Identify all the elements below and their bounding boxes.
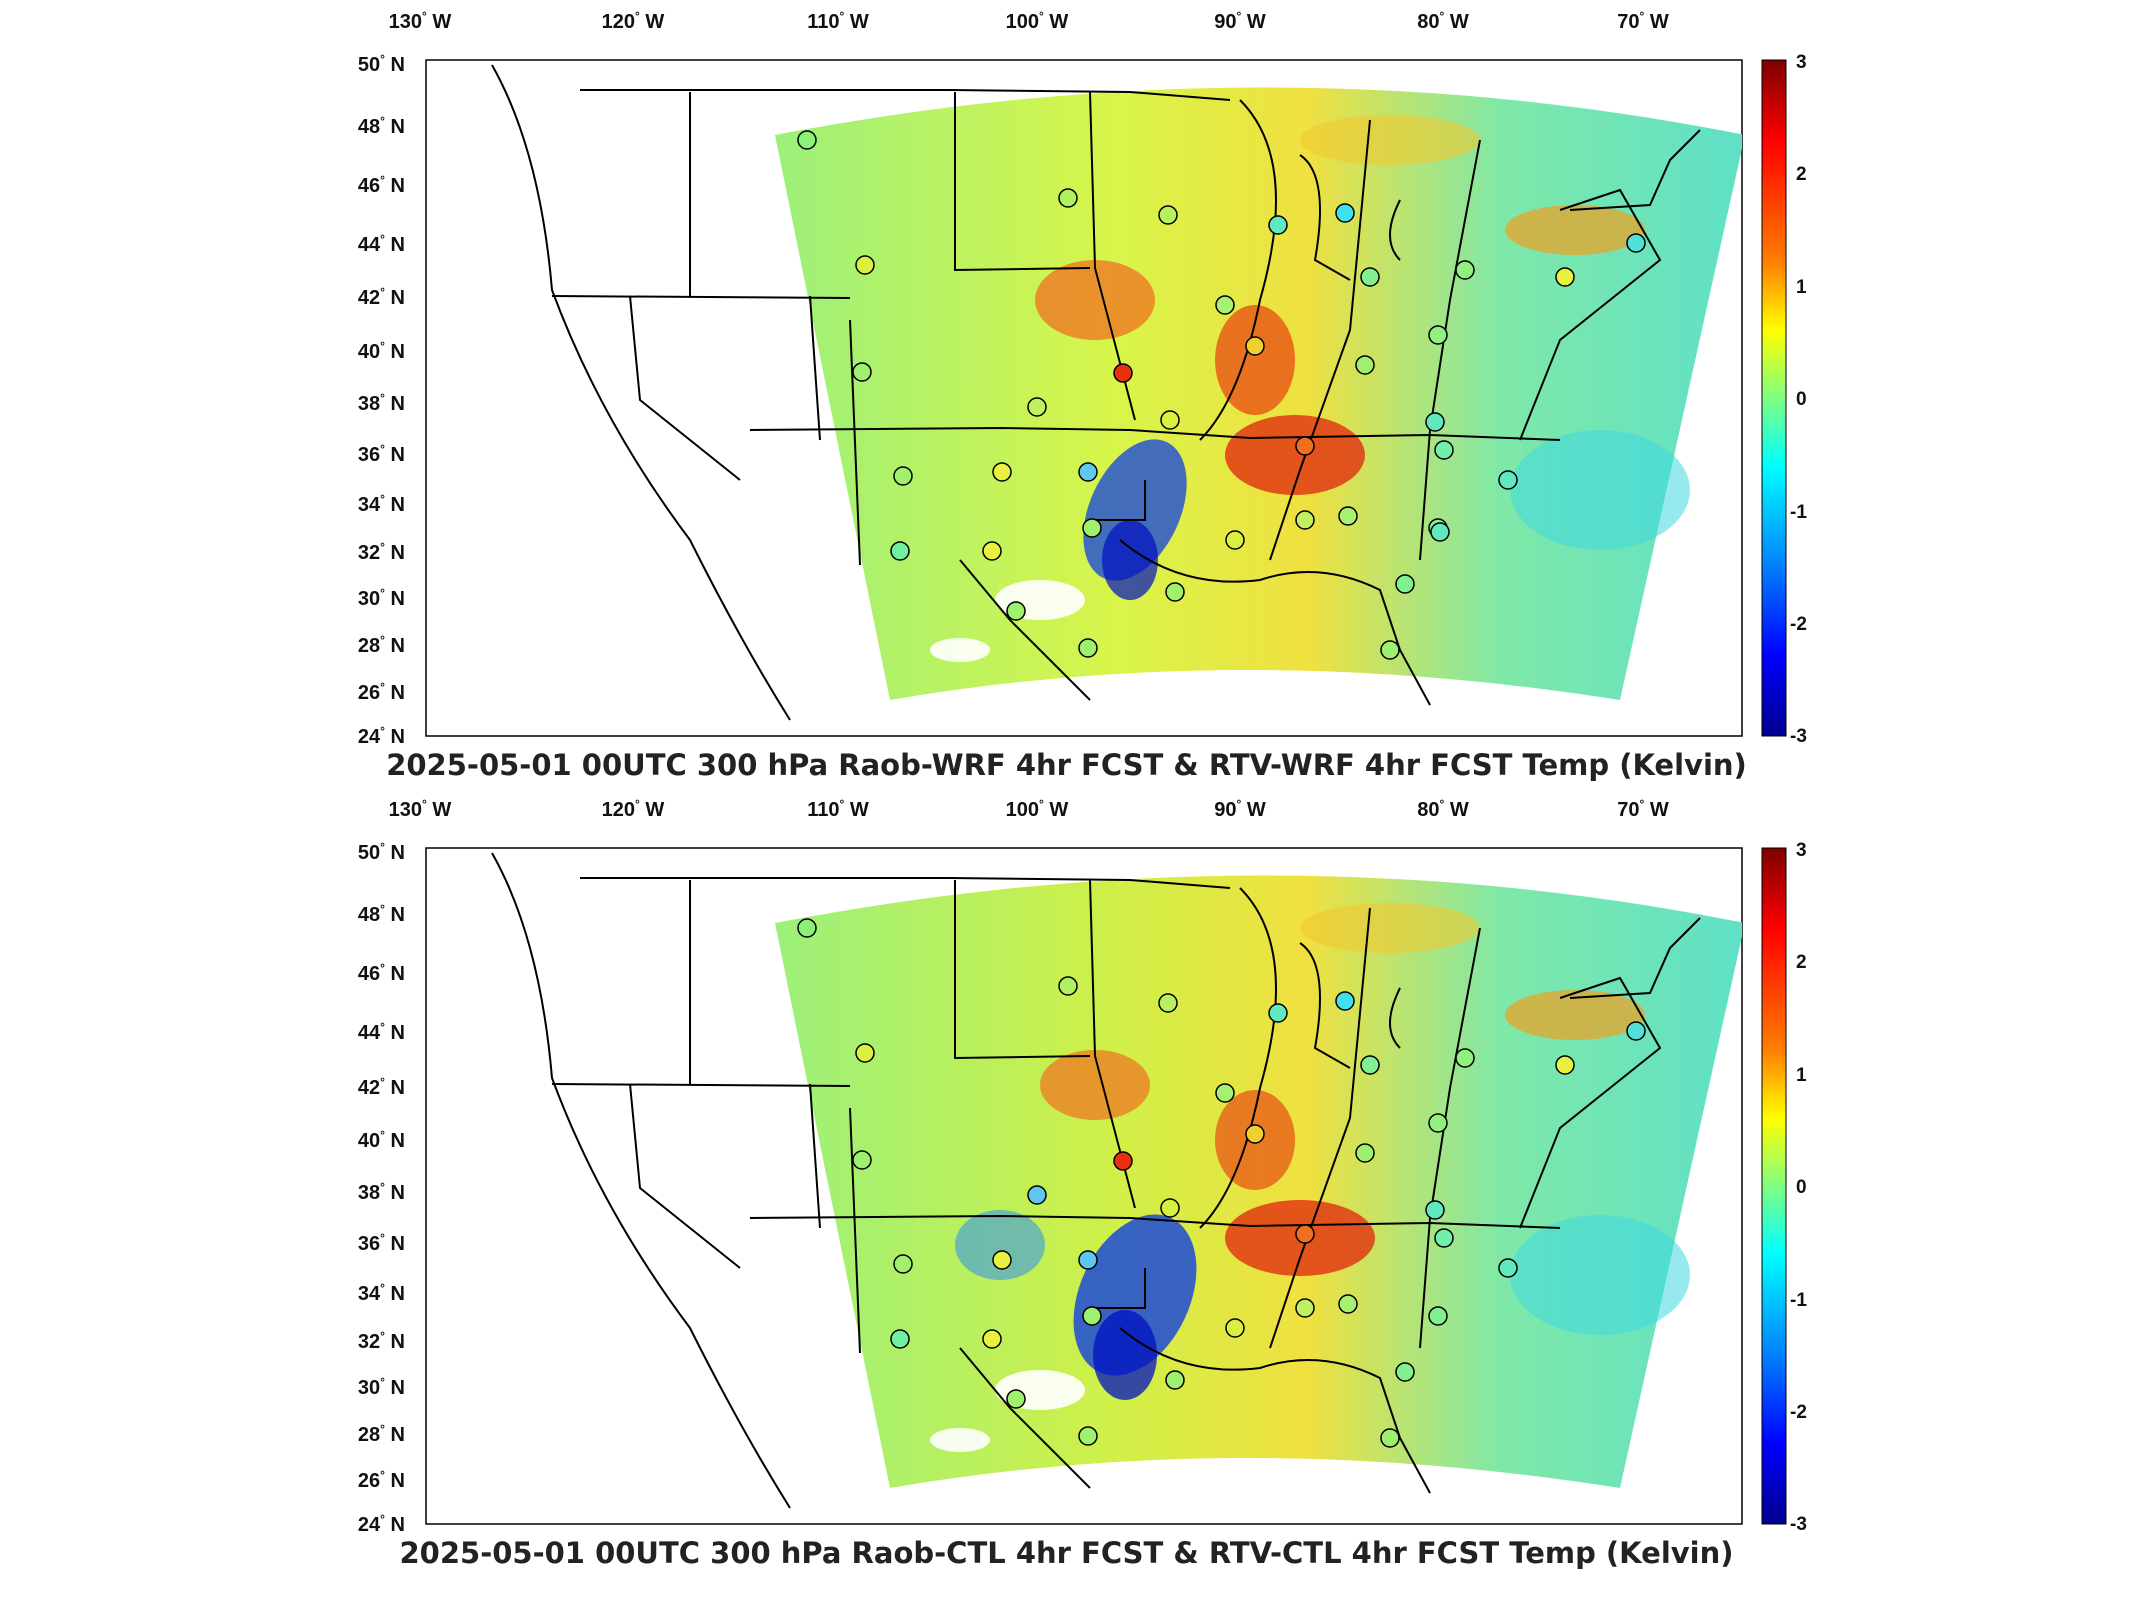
raob-stations: [797, 130, 1646, 660]
colorbar-tick: 1: [1796, 1065, 1807, 1086]
colorbar-tick: -1: [1790, 502, 1807, 523]
lat-label: 50° N: [358, 52, 405, 76]
colorbar-tick: 2: [1796, 952, 1807, 973]
lat-label: 48° N: [358, 114, 405, 138]
latitude-labels-left: 50° N 48° N 46° N 44° N 42° N 40° N 38° …: [358, 840, 405, 1536]
colorbar-gradient: [1761, 59, 1787, 737]
lat-label: 24° N: [358, 724, 405, 748]
lon-label: 110° W: [807, 797, 869, 821]
lat-label: 26° N: [358, 1468, 405, 1492]
colorbar-tick: 3: [1796, 840, 1807, 861]
lat-label: 32° N: [358, 1329, 405, 1353]
lat-label: 36° N: [358, 1231, 405, 1255]
lat-label: 26° N: [358, 680, 405, 704]
lat-label: 50° N: [358, 840, 405, 864]
temperature-difference-field: [775, 875, 1742, 1488]
lat-label: 46° N: [358, 173, 405, 197]
colorbar-top: 3 2 1 0 -1 -2 -3: [1761, 52, 1807, 747]
colorbar-tick: -3: [1790, 1514, 1807, 1535]
lon-label: 100° W: [1006, 797, 1069, 821]
map-title: 2025-05-01 00UTC 300 hPa Raob-CTL 4hr FC…: [399, 1536, 1734, 1570]
map-figure-top: 130° W 120° W 110° W 100° W 90° W 80° W …: [358, 9, 1807, 748]
lat-label: 28° N: [358, 1422, 405, 1446]
lon-label: 100° W: [1006, 9, 1069, 33]
lat-label: 44° N: [358, 1020, 405, 1044]
lat-label: 34° N: [358, 1281, 405, 1305]
lon-label: 80° W: [1417, 9, 1469, 33]
lat-label: 38° N: [358, 391, 405, 415]
lon-label: 90° W: [1214, 9, 1266, 33]
lat-label: 34° N: [358, 492, 405, 516]
colorbar-tick: -1: [1790, 1290, 1807, 1311]
map-title: 2025-05-01 00UTC 300 hPa Raob-WRF 4hr FC…: [386, 748, 1747, 782]
raob-stations: [797, 918, 1646, 1448]
lat-label: 42° N: [358, 1075, 405, 1099]
lat-label: 38° N: [358, 1180, 405, 1204]
latitude-labels-left: 50° N 48° N 46° N 44° N 42° N 40° N 38° …: [358, 52, 405, 748]
colorbar-tick: 2: [1796, 164, 1807, 185]
map-panel-top: 130° W 120° W 110° W 100° W 90° W 80° W …: [358, 9, 1807, 782]
lon-label: 130° W: [389, 9, 452, 33]
colorbar-tick: 0: [1796, 1177, 1807, 1198]
lat-label: 42° N: [358, 285, 405, 309]
lon-label: 80° W: [1417, 797, 1469, 821]
lat-label: 28° N: [358, 633, 405, 657]
colorbar-tick: -2: [1790, 1402, 1807, 1423]
longitude-labels-top: 130° W 120° W 110° W 100° W 90° W 80° W …: [389, 797, 1669, 821]
colorbar-bottom: 3 2 1 0 -1 -2 -3: [1761, 840, 1807, 1535]
lon-label: 120° W: [602, 9, 665, 33]
lon-label: 90° W: [1214, 797, 1266, 821]
colorbar-tick: 1: [1796, 277, 1807, 298]
lat-label: 30° N: [358, 1375, 405, 1399]
lat-label: 30° N: [358, 586, 405, 610]
lat-label: 48° N: [358, 902, 405, 926]
lat-label: 40° N: [358, 339, 405, 363]
lat-label: 46° N: [358, 961, 405, 985]
lat-label: 36° N: [358, 442, 405, 466]
lon-label: 70° W: [1617, 797, 1669, 821]
lat-label: 32° N: [358, 540, 405, 564]
map-figure-bottom: 130° W 120° W 110° W 100° W 90° W 80° W …: [358, 797, 1807, 1536]
lat-label: 40° N: [358, 1128, 405, 1152]
colorbar-tick: 0: [1796, 389, 1807, 410]
longitude-labels-top: 130° W 120° W 110° W 100° W 90° W 80° W …: [389, 9, 1669, 33]
lon-label: 70° W: [1617, 9, 1669, 33]
lon-label: 130° W: [389, 797, 452, 821]
state-boundaries: [491, 64, 1701, 721]
lon-label: 110° W: [807, 9, 869, 33]
temperature-difference-field: [775, 87, 1742, 700]
map-panel-bottom: 130° W 120° W 110° W 100° W 90° W 80° W …: [0, 790, 2133, 1590]
lon-label: 120° W: [602, 797, 665, 821]
colorbar-tick: -2: [1790, 614, 1807, 635]
colorbar-tick: 3: [1796, 52, 1807, 73]
lat-label: 44° N: [358, 232, 405, 256]
colorbar-tick: -3: [1790, 726, 1807, 747]
colorbar-gradient: [1761, 847, 1787, 1525]
lat-label: 24° N: [358, 1512, 405, 1536]
